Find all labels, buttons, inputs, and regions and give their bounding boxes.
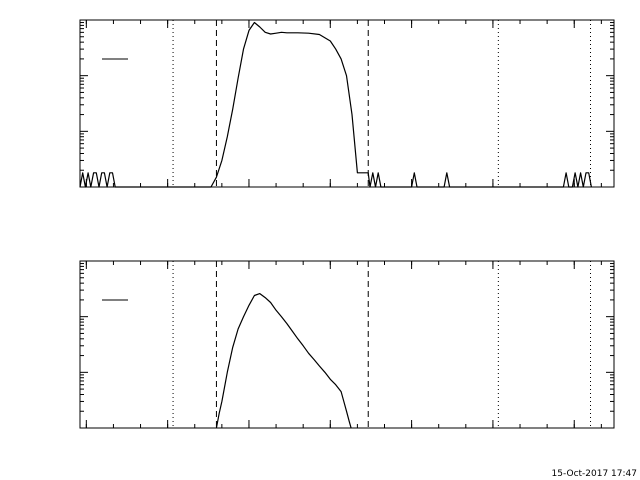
plot-frame	[79, 260, 615, 429]
plot-frame	[79, 19, 615, 188]
panel-lo	[79, 19, 615, 188]
panel-hi	[79, 260, 615, 429]
footer-timestamp: 15-Oct-2017 17:47	[552, 469, 637, 479]
series-line	[79, 21, 592, 188]
series-line	[215, 293, 352, 429]
